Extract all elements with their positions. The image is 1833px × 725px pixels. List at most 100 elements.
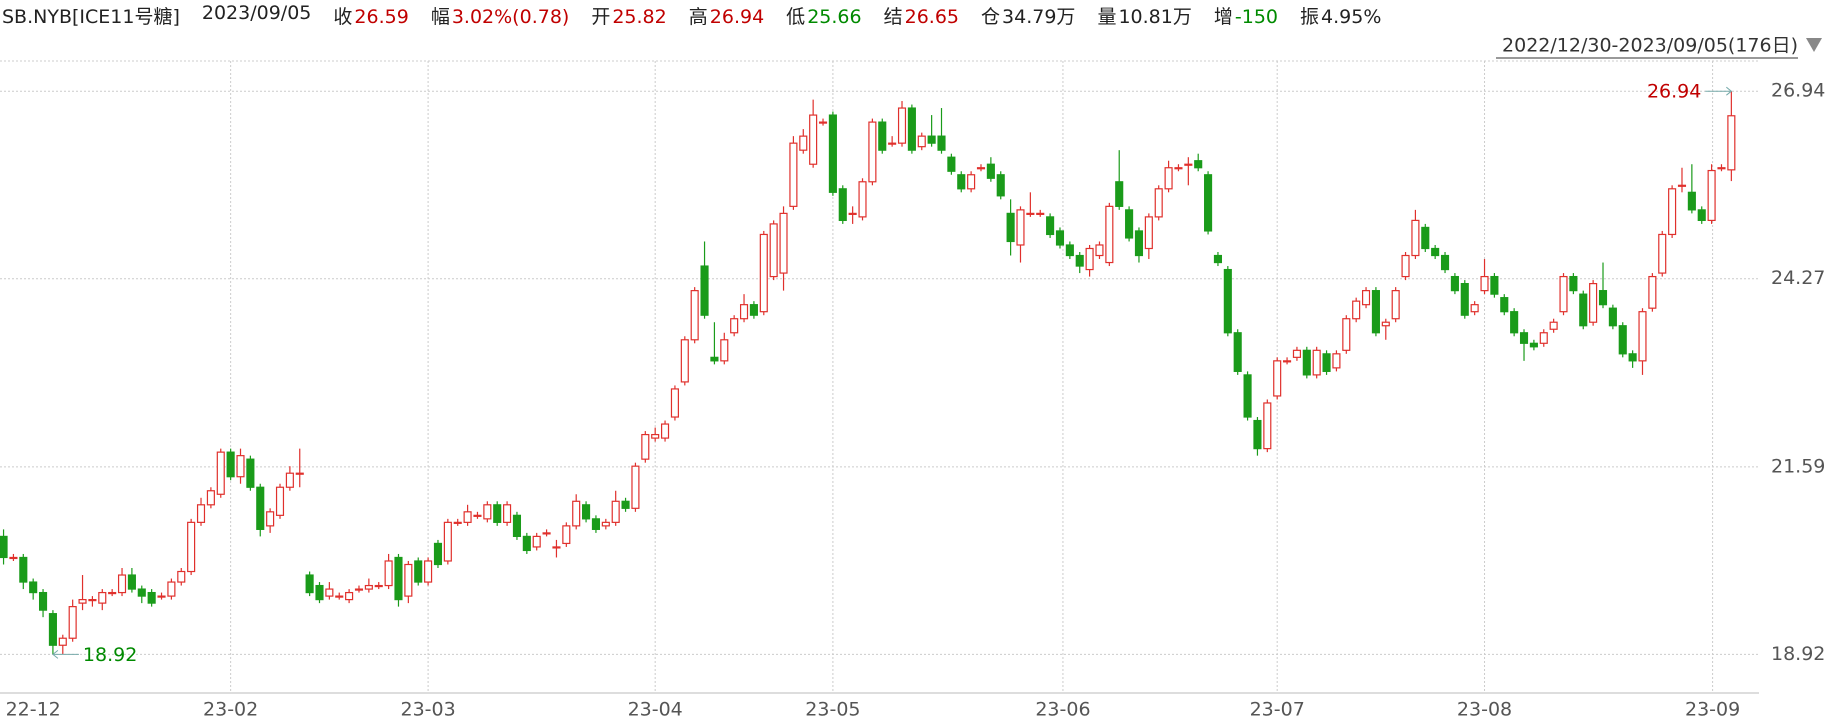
candle-body (1381, 321, 1390, 327)
quote-value: 26.94 (709, 6, 765, 28)
candle-body (749, 304, 758, 316)
candle-body (1579, 293, 1588, 327)
candle-body (1332, 353, 1341, 369)
candle-body (1055, 230, 1065, 246)
candle-body (601, 521, 610, 527)
candle-body (1085, 247, 1094, 271)
candle-body (1431, 247, 1440, 257)
candle-body (917, 135, 926, 148)
candle-body (453, 521, 462, 524)
candle-body (1105, 205, 1114, 264)
candle-body (1352, 300, 1361, 320)
candle-body (424, 560, 433, 583)
candle-body (117, 574, 127, 594)
y-tick-label: 26.94 (1771, 80, 1825, 102)
candle-body (1519, 332, 1529, 344)
candle-body (68, 606, 77, 639)
candle-body (1707, 169, 1716, 222)
candle-body (364, 584, 373, 590)
candle-body (1480, 275, 1489, 292)
candle-body (957, 174, 966, 190)
candle-body (1233, 332, 1242, 372)
candle-body (1490, 275, 1499, 295)
candle-body (325, 588, 334, 597)
candle-body (1391, 290, 1400, 320)
candle-body (295, 472, 304, 475)
quote-header: SB.NYB[ICE11号糖] 2023/09/05 收 26.59 幅 3.02%(… (2, 2, 1381, 28)
candle-body (828, 114, 837, 193)
candle-body (196, 504, 206, 523)
candle-body (19, 556, 28, 583)
candle-body (858, 181, 867, 218)
symbol: SB.NYB[ICE11号糖] (2, 6, 180, 28)
candle-body (739, 304, 749, 320)
candle-body (690, 290, 699, 341)
candle-body (1273, 360, 1282, 397)
candle-body (275, 486, 285, 516)
date-range[interactable]: 2022/12/30-2023/09/05(176日) (1502, 35, 1798, 57)
candle-body (1440, 254, 1450, 271)
y-tick-label: 21.59 (1771, 455, 1825, 477)
y-tick-label: 18.92 (1771, 643, 1825, 665)
candle-body (947, 156, 956, 172)
candle-body (641, 433, 650, 460)
candle-body (1361, 290, 1371, 306)
candle-body (335, 595, 344, 598)
quote-item: 量 10.81万 (1097, 2, 1191, 28)
candle-body (631, 465, 640, 509)
candle-body (1539, 332, 1548, 344)
candle-body (769, 223, 778, 278)
candle-body (1677, 184, 1687, 187)
candle-body (1598, 290, 1608, 306)
candle-body (127, 574, 136, 590)
candle-body (1292, 349, 1301, 358)
quote-item: 高 26.94 (689, 2, 764, 28)
candle-body (137, 588, 146, 597)
candle-body (1510, 311, 1519, 334)
candle-body (1184, 163, 1193, 166)
candle-body (433, 542, 443, 566)
candle-body (1154, 188, 1163, 218)
quote-value: 26.59 (354, 6, 409, 28)
quote-label: 增 (1213, 6, 1233, 28)
candle-body (582, 504, 591, 520)
candle-body (522, 535, 531, 552)
quote-value: 10.81万 (1118, 6, 1192, 28)
candle-body (1075, 254, 1084, 267)
candle-body (1411, 219, 1420, 257)
candle-body (1608, 307, 1617, 327)
range-dropdown[interactable] (1806, 38, 1822, 52)
candle-body (98, 591, 107, 604)
x-tick-label: 23-04 (628, 699, 683, 721)
candle-body (572, 500, 581, 527)
quote-label: 结 (883, 6, 903, 28)
candle-body (1342, 318, 1351, 351)
candle-body (996, 174, 1005, 197)
candle-body (759, 233, 768, 313)
quote-item: 振 4.95% (1300, 2, 1381, 28)
candle-body (1648, 275, 1657, 309)
candle-body (1638, 311, 1647, 362)
candle-body (1450, 275, 1459, 292)
candle-body (1144, 216, 1153, 250)
quote-value: 34.79万 (1002, 6, 1076, 28)
x-tick-label: 23-03 (400, 699, 455, 721)
candle-body (1529, 342, 1538, 348)
candle-body (967, 174, 976, 190)
candle-body (1046, 216, 1055, 236)
candle-body (206, 490, 215, 506)
candle-body (177, 570, 186, 583)
candle-body (512, 514, 522, 538)
candle-body (1125, 209, 1134, 239)
candle-body (1658, 233, 1667, 274)
candle-body (927, 135, 936, 144)
candle-body (848, 212, 857, 215)
candle-body (187, 521, 196, 573)
candle-body (1322, 353, 1331, 372)
candle-body (414, 560, 423, 583)
x-tick-label: 23-06 (1035, 699, 1090, 721)
min-label: 18.92 (83, 644, 137, 666)
candle-body (670, 388, 679, 418)
x-tick-label: 23-07 (1250, 699, 1305, 721)
candle-body (1559, 275, 1568, 313)
